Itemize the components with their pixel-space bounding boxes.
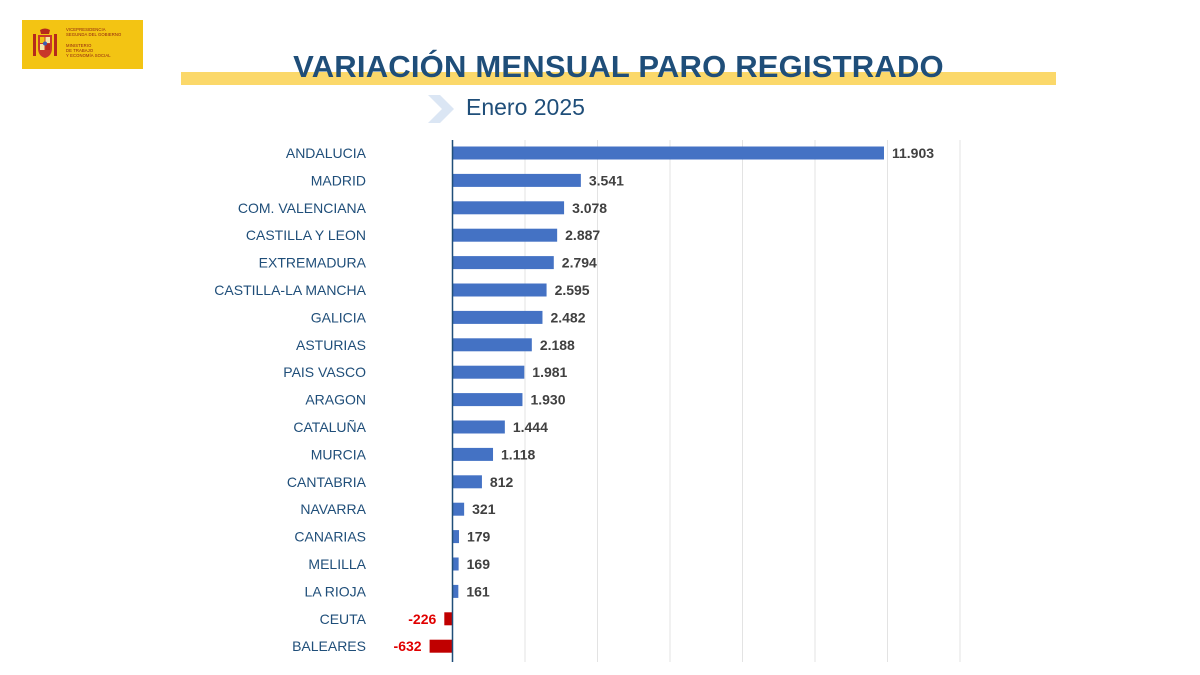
data-label: 321 [472,501,496,517]
bar [452,146,884,160]
category-label: ASTURIAS [296,337,366,353]
category-label: CANARIAS [294,529,366,545]
data-label: 3.541 [589,172,624,188]
government-logo: VICEPRESIDENCIA SEGUNDA DEL GOBIERNO MIN… [22,20,143,69]
bar [452,310,543,324]
bar [452,530,459,544]
category-label: CASTILLA Y LEON [246,227,366,243]
data-label: 11.903 [892,145,934,161]
data-label: 2.794 [562,255,597,271]
data-label: 1.981 [532,364,567,380]
bar [452,447,494,461]
spain-coat-of-arms-icon [33,28,57,58]
data-label: 2.482 [550,309,585,325]
data-label: 2.188 [540,337,575,353]
data-label: 161 [466,583,490,599]
category-label: GALICIA [311,309,367,325]
chevron-right-icon [428,95,454,123]
category-label: BALEARES [292,638,366,654]
bar [452,557,459,571]
category-label: EXTREMADURA [259,255,367,271]
category-label: PAIS VASCO [283,364,366,380]
bar [452,256,554,270]
data-label: -226 [408,611,436,627]
data-label: 2.595 [555,282,590,298]
data-label: 1.444 [513,419,548,435]
data-label: -632 [394,638,422,654]
data-label: 1.118 [501,446,535,462]
bar [452,584,459,598]
category-label: NAVARRA [300,501,366,517]
chart-subtitle: Enero 2025 [466,94,585,120]
data-label: 1.930 [530,392,565,408]
category-label: MURCIA [311,446,367,462]
bar [452,338,532,352]
bar [452,365,525,379]
data-label: 3.078 [572,200,607,216]
bar [452,228,558,242]
logo-text-line: DE TRABAJO [66,48,94,53]
category-label: MELILLA [308,556,366,572]
bar [452,393,523,407]
data-label: 169 [467,556,491,572]
logo-text-line: Y ECONOMÍA SOCIAL [66,53,111,58]
category-label: CANTABRIA [287,474,367,490]
category-label: LA RIOJA [305,583,367,599]
logo-text-line: SEGUNDA DEL GOBIERNO [66,32,122,37]
logo-text-line: VICEPRESIDENCIA [66,27,106,32]
category-label: MADRID [311,172,366,188]
chart-title: VARIACIÓN MENSUAL PARO REGISTRADO [293,49,944,84]
category-label: CASTILLA-LA MANCHA [214,282,366,298]
category-label: COM. VALENCIANA [238,200,367,216]
category-label: CEUTA [320,611,367,627]
data-label: 812 [490,474,514,490]
bar [452,283,547,297]
bar [452,420,505,434]
category-label: ARAGON [305,392,366,408]
category-label: CATALUÑA [293,419,366,435]
title-underline-band [181,72,1056,85]
bar [429,639,453,653]
data-label: 179 [467,529,491,545]
data-label: 2.887 [565,227,600,243]
bar [452,173,581,187]
bar [452,475,482,489]
logo-text-line: MINISTERIO [66,43,92,48]
bar [452,201,565,215]
bar [444,612,453,626]
category-label: ANDALUCIA [286,145,367,161]
bar [452,502,465,516]
